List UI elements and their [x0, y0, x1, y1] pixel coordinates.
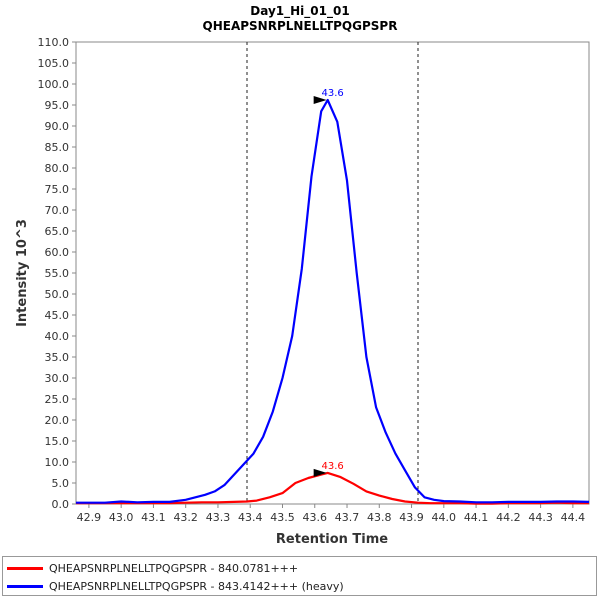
- x-axis: 42.9 43.0 43.1 43.2 43.3 43.4 43.5 43.6 43.7 43.8…: [77, 504, 585, 524]
- y-tick-label: 50.0: [45, 288, 70, 301]
- x-tick-label: 43.2: [173, 511, 198, 524]
- chart-subtitle: QHEAPSNRPLNELLTPQGPSPR: [202, 19, 398, 33]
- x-tick-label: 44.3: [528, 511, 553, 524]
- x-axis-label: Retention Time: [276, 532, 388, 547]
- x-tick-label: 43.6: [303, 511, 328, 524]
- y-tick-label: 100.0: [38, 78, 70, 91]
- x-tick-label: 43.4: [238, 511, 263, 524]
- y-tick-label: 20.0: [45, 414, 70, 427]
- y-tick-label: 70.0: [45, 204, 70, 217]
- y-tick-label: 60.0: [45, 246, 70, 259]
- y-tick-label: 95.0: [45, 99, 70, 112]
- x-tick-label: 44.2: [496, 511, 521, 524]
- y-tick-label: 0.0: [52, 498, 70, 511]
- x-tick-label: 43.0: [109, 511, 134, 524]
- series-layer: [76, 98, 590, 505]
- legend: QHEAPSNRPLNELLTPQGPSPR - 840.0781+++ QHE…: [2, 556, 597, 596]
- x-tick-label: 43.1: [141, 511, 166, 524]
- heavy-series-line: [76, 98, 590, 504]
- y-axis: 0.0 5.0 10.0 15.0 20.0 25.0 30.0 35.0 40.0 45.0 50…: [38, 36, 76, 511]
- x-tick-label: 43.8: [367, 511, 392, 524]
- x-tick-label: 42.9: [77, 511, 102, 524]
- legend-item-light: QHEAPSNRPLNELLTPQGPSPR - 840.0781+++: [7, 560, 298, 576]
- y-tick-label: 40.0: [45, 330, 70, 343]
- legend-swatch-light: [7, 566, 43, 570]
- y-axis-label: Intensity 10^3: [15, 219, 30, 327]
- y-tick-label: 45.0: [45, 309, 70, 322]
- chart-title: Day1_Hi_01_01: [250, 4, 350, 18]
- y-tick-label: 80.0: [45, 162, 70, 175]
- x-tick-label: 43.7: [335, 511, 360, 524]
- y-tick-label: 110.0: [38, 36, 70, 49]
- y-tick-label: 25.0: [45, 393, 70, 406]
- legend-item-heavy: QHEAPSNRPLNELLTPQGPSPR - 843.4142+++ (he…: [7, 578, 344, 594]
- x-tick-label: 44.1: [464, 511, 489, 524]
- y-tick-label: 65.0: [45, 225, 70, 238]
- y-tick-label: 5.0: [52, 477, 70, 490]
- y-tick-label: 75.0: [45, 183, 70, 196]
- light-series-line: [76, 471, 589, 505]
- x-tick-label: 43.9: [399, 511, 424, 524]
- peak-annotations: 43.6 43.6: [313, 88, 344, 477]
- y-tick-label: 30.0: [45, 372, 70, 385]
- peak-marker-arrow: [313, 95, 327, 104]
- legend-label-light: QHEAPSNRPLNELLTPQGPSPR - 840.0781+++: [49, 561, 299, 575]
- y-tick-label: 90.0: [45, 120, 70, 133]
- y-tick-label: 35.0: [45, 351, 70, 364]
- y-tick-label: 10.0: [45, 456, 70, 469]
- peak-label: 43.6: [322, 88, 344, 99]
- plot-area: [75, 41, 590, 505]
- x-tick-label: 43.5: [270, 511, 295, 524]
- y-tick-label: 105.0: [38, 57, 70, 70]
- y-tick-label: 85.0: [45, 141, 70, 154]
- chromatogram-chart: 0.0 5.0 10.0 15.0 20.0 25.0 30.0 35.0 40.0 45.0 50…: [15, 36, 590, 547]
- x-tick-label: 44.0: [432, 511, 457, 524]
- x-tick-label: 43.3: [206, 511, 231, 524]
- integration-bounds: [246, 42, 419, 504]
- y-tick-label: 15.0: [45, 435, 70, 448]
- peak-marker-arrow: [313, 468, 327, 477]
- peak-label: 43.6: [322, 461, 344, 472]
- y-tick-label: 55.0: [45, 267, 70, 280]
- legend-swatch-heavy: [7, 584, 43, 588]
- x-tick-label: 44.4: [561, 511, 586, 524]
- legend-label-heavy: QHEAPSNRPLNELLTPQGPSPR - 843.4142+++ (he…: [49, 579, 344, 593]
